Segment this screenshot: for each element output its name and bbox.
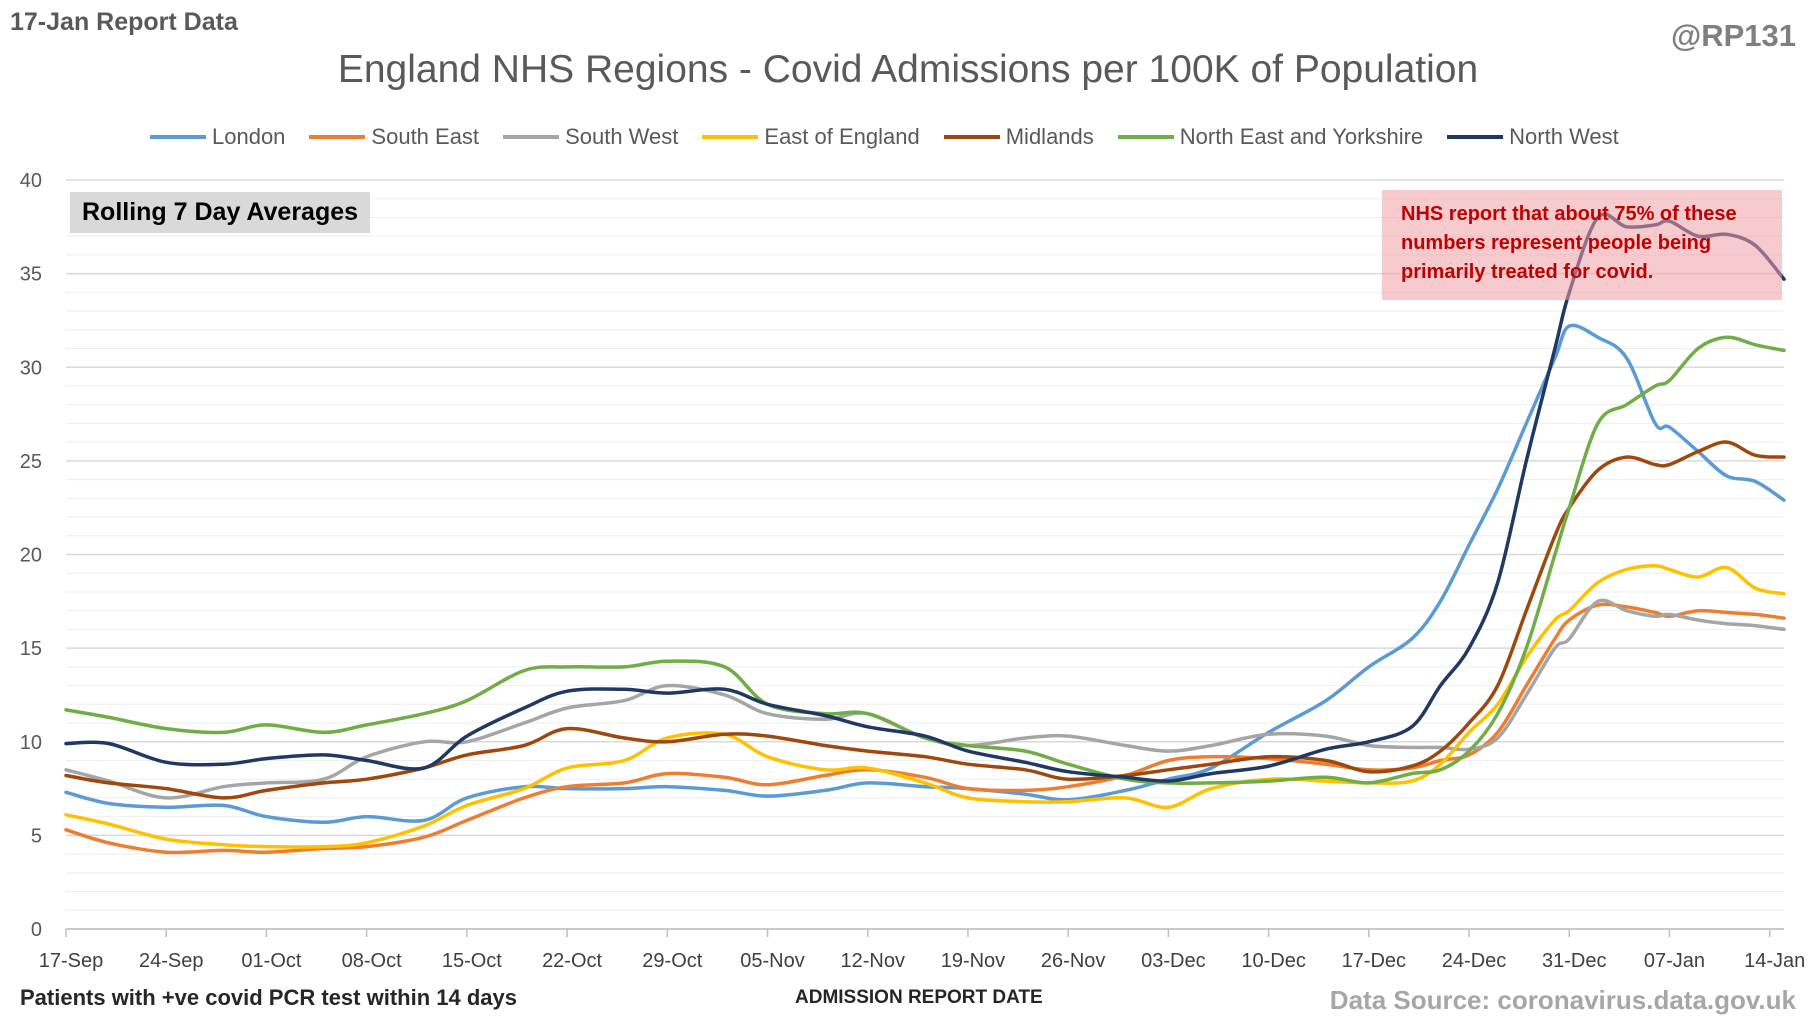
x-tick-label: 29-Oct	[642, 950, 702, 972]
series-line-london	[64, 323, 1786, 825]
legend-swatch	[309, 135, 366, 139]
legend-item-east-of-england: East of England	[702, 124, 920, 150]
legend-item-south-east: South East	[309, 124, 479, 150]
series-line-south-west	[64, 598, 1786, 800]
y-tick-label: 0	[31, 919, 42, 941]
y-tick-label: 35	[20, 264, 42, 286]
legend-label: South West	[565, 124, 679, 149]
y-tick-label: 25	[20, 451, 42, 473]
axes: 0 5 10 15 20 25 30 35 40 17-Sep 24-Sep 01-Oct 08-Oct…	[20, 170, 1806, 972]
data-source: Data Source: coronavirus.data.gov.uk	[1329, 985, 1796, 1015]
annotation-note: NHS report that about 75% of these numbe…	[1382, 190, 1782, 300]
legend-label: South East	[371, 124, 480, 149]
legend-label: London	[212, 124, 286, 149]
y-tick-label: 30	[20, 357, 42, 379]
report-date-label: 17-Jan Report Data	[10, 8, 238, 36]
legend-item-midlands: Midlands	[943, 124, 1094, 150]
footer-caption: Patients with +ve covid PCR test within …	[20, 985, 517, 1010]
legend-label: North East and Yorkshire	[1179, 124, 1424, 149]
x-tick-label: 17-Dec	[1342, 950, 1406, 972]
legend-label: North West	[1509, 124, 1619, 149]
series-line-south-east	[64, 602, 1786, 855]
series-lines	[64, 212, 1786, 855]
x-tick-label: 31-Dec	[1542, 950, 1606, 972]
x-tick-label: 10-Dec	[1241, 950, 1305, 972]
y-tick-label: 20	[20, 545, 42, 567]
x-tick-label: 26-Nov	[1041, 950, 1105, 972]
x-tick-label: 01-Oct	[241, 950, 301, 972]
legend-swatch	[702, 135, 759, 139]
legend-swatch	[943, 135, 1000, 139]
y-tick-label: 5	[31, 825, 42, 847]
series-line-north-east-and-yorkshire	[64, 335, 1786, 786]
chart-legend: London South East South West East of Englan…	[150, 124, 1619, 150]
rolling-average-label: Rolling 7 Day Averages	[70, 192, 371, 233]
x-tick-label: 17-Sep	[39, 950, 104, 972]
y-tick-label: 40	[20, 170, 42, 192]
x-tick-label: 15-Oct	[442, 950, 502, 972]
x-tick-label: 22-Oct	[542, 950, 602, 972]
legend-label: East of England	[764, 124, 920, 149]
y-tick-label: 15	[20, 638, 42, 660]
series-line-east-of-england	[64, 563, 1786, 849]
y-tick-label: 10	[20, 732, 42, 754]
x-tick-label: 07-Jan	[1644, 950, 1705, 972]
x-tick-label: 08-Oct	[342, 950, 402, 972]
x-tick-label: 24-Sep	[139, 950, 204, 972]
legend-label: Midlands	[1005, 124, 1094, 149]
legend-swatch	[150, 135, 206, 139]
x-axis-label: ADMISSION REPORT DATE	[795, 987, 1043, 1008]
legend-swatch	[1117, 135, 1174, 139]
legend-item-south-west: South West	[503, 124, 678, 150]
legend-item-north-west: North West	[1447, 124, 1619, 150]
x-tick-label: 05-Nov	[740, 950, 804, 972]
legend-swatch	[503, 135, 560, 139]
legend-item-london: London	[150, 124, 285, 150]
legend-item-north-east-and-yorkshire: North East and Yorkshire	[1117, 124, 1424, 150]
author-handle: @RP131	[1670, 18, 1796, 53]
x-tick-label: 19-Nov	[941, 950, 1005, 972]
x-tick-label: 14-Jan	[1744, 950, 1805, 972]
chart-title: England NHS Regions - Covid Admissions p…	[337, 48, 1479, 91]
x-tick-label: 03-Dec	[1141, 950, 1205, 972]
x-tick-label: 12-Nov	[840, 950, 904, 972]
series-line-midlands	[64, 440, 1786, 800]
x-tick-label: 24-Dec	[1442, 950, 1506, 972]
legend-swatch	[1447, 135, 1504, 139]
